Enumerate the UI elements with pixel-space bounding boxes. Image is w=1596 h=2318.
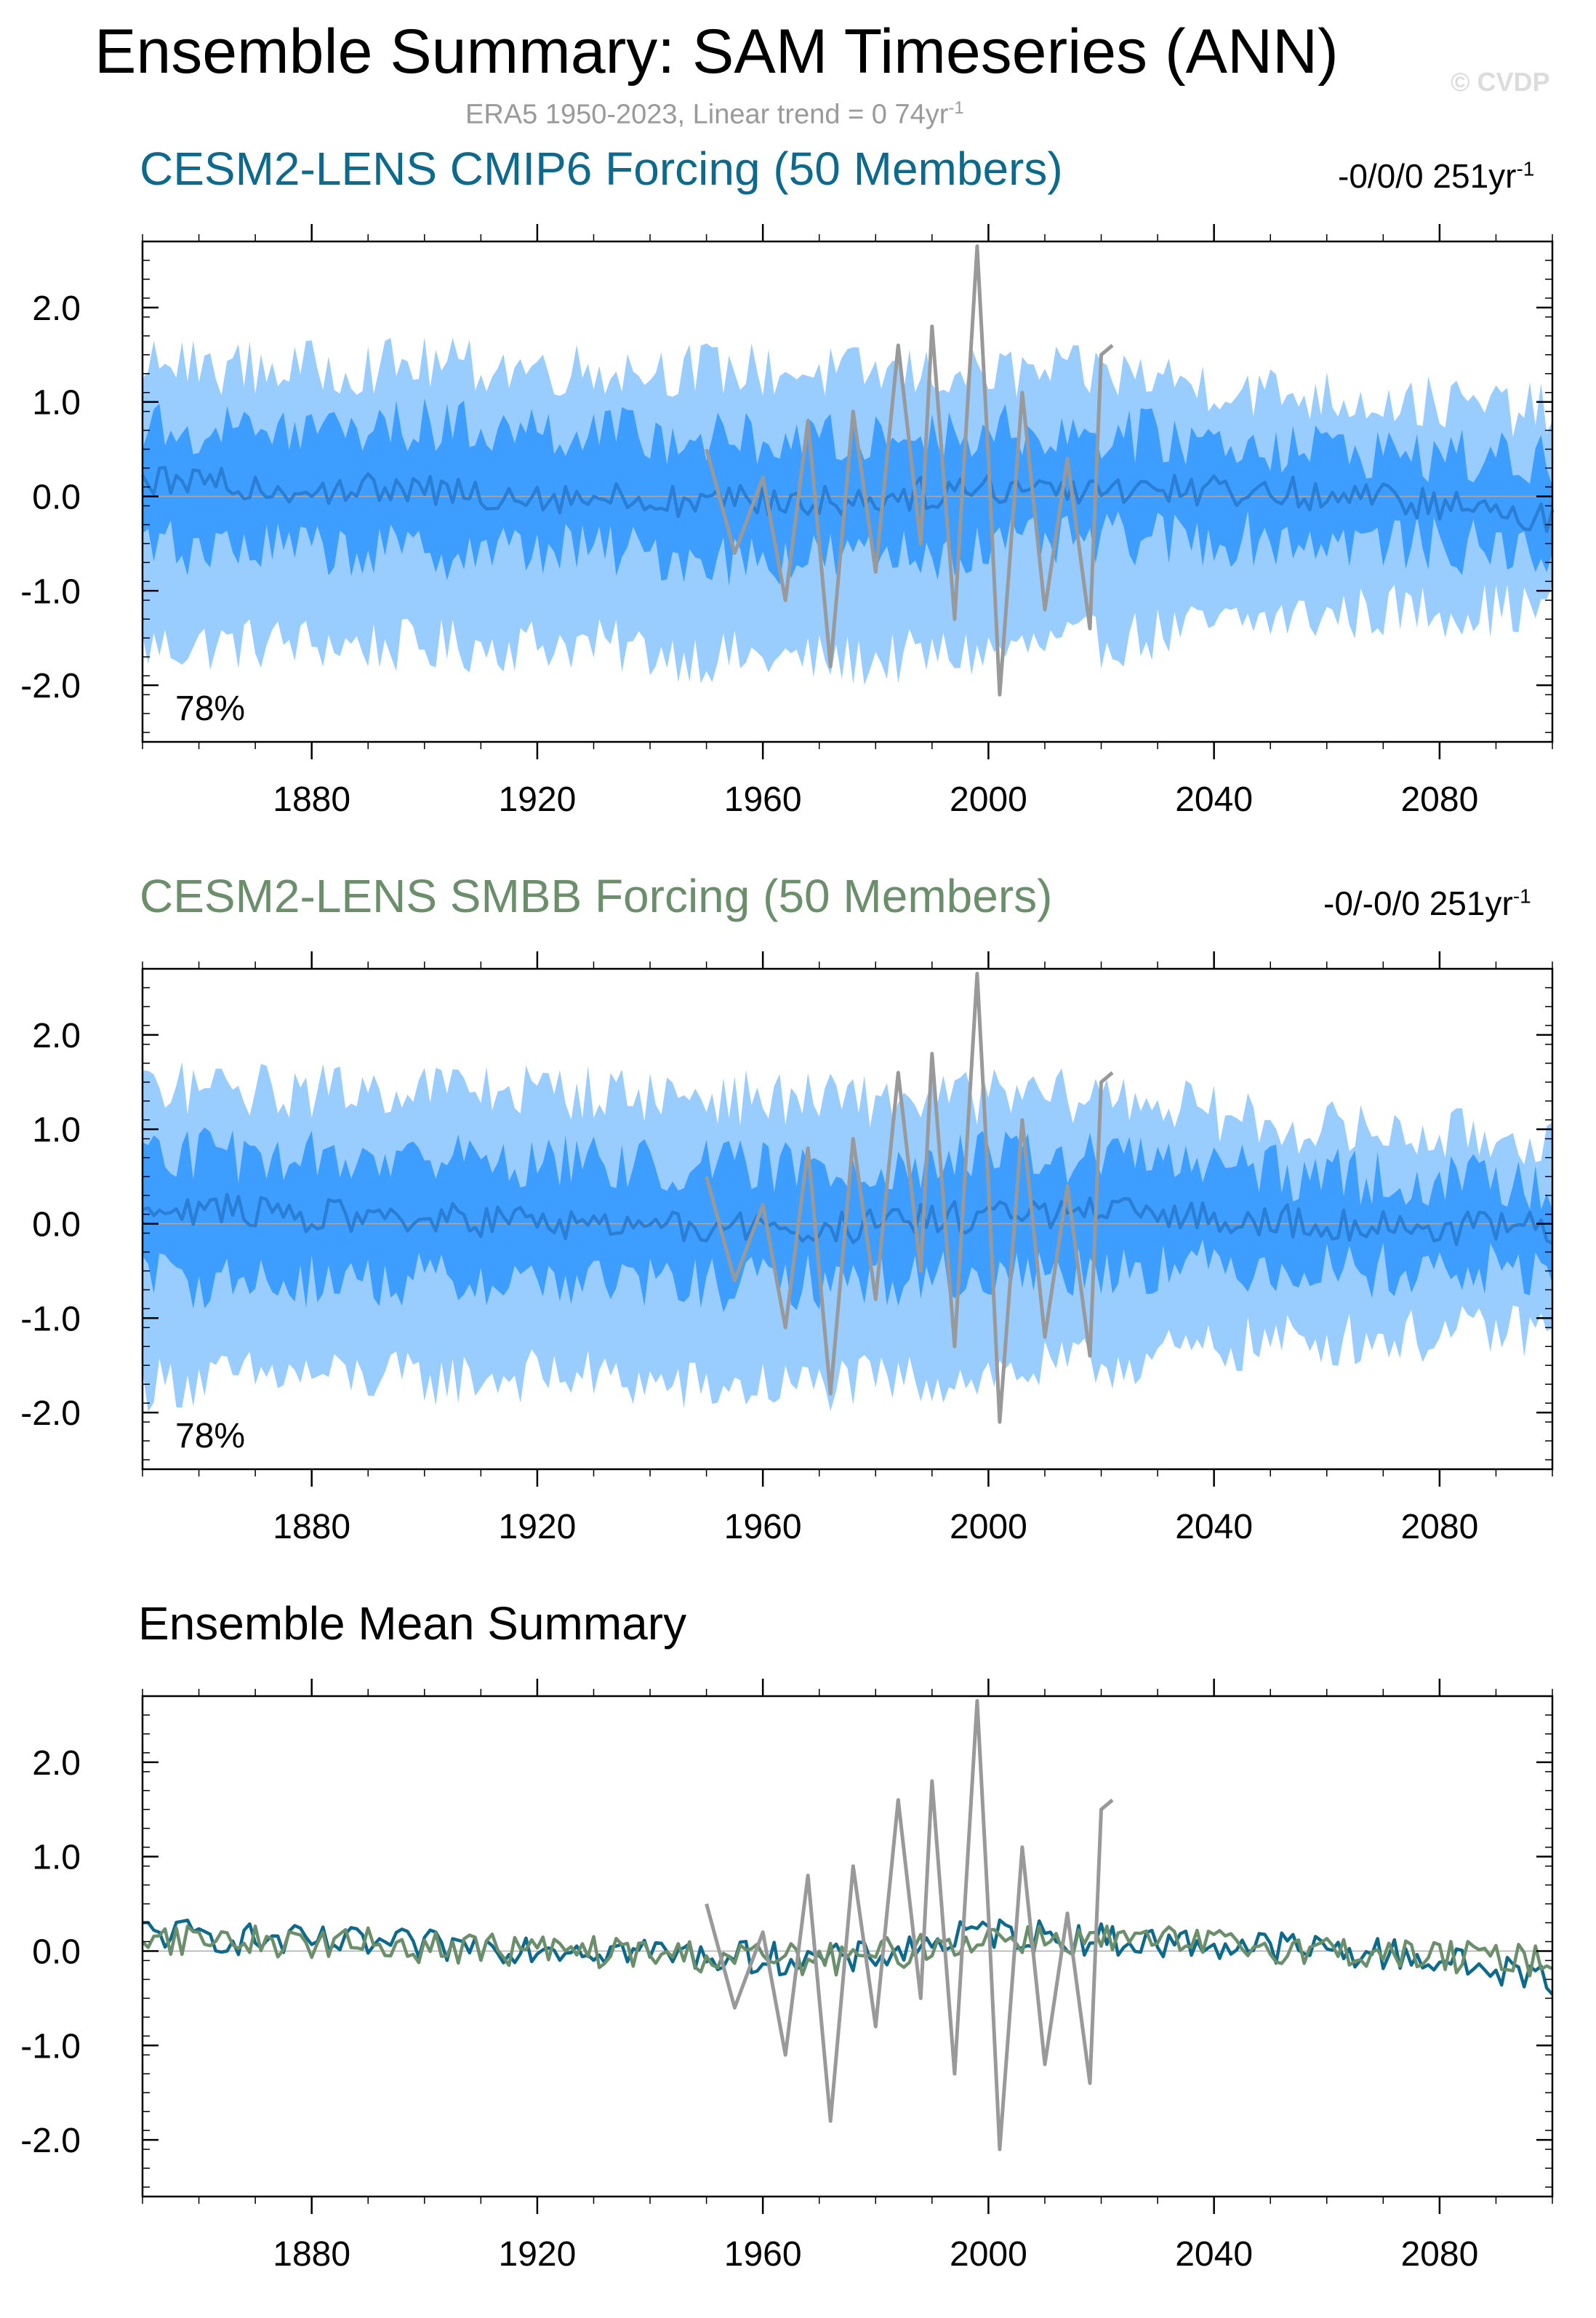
panel-summary-title: Ensemble Mean Summary	[138, 1597, 687, 1650]
x-tick-label: 2000	[950, 780, 1027, 819]
panel-cmip6-trend-unit: -1	[1516, 157, 1535, 180]
plot-frame	[141, 1695, 1554, 2198]
x-tick-label: 2040	[1175, 1508, 1253, 1546]
y-tick-label: 0.0	[32, 478, 81, 516]
figure-title: Ensemble Summary: SAM Timeseries (ANN)	[95, 17, 1339, 87]
watermark: © CVDP	[1451, 67, 1550, 97]
x-tick-label: 1880	[273, 1508, 350, 1546]
obs-subtitle-text: ERA5 1950-2023, Linear trend = 0 74yr	[465, 99, 949, 130]
series-era5-line	[705, 244, 1114, 697]
panel-smbb-trend-unit: -1	[1512, 884, 1531, 908]
x-tick-label: 2080	[1400, 2235, 1478, 2274]
x-tick-label: 1880	[273, 780, 350, 819]
panel-smbb-trend: -0/-0/0 251yr-1	[1323, 884, 1531, 923]
y-tick-label: -2.0	[20, 2122, 81, 2160]
x-tick-label: 1960	[724, 2235, 802, 2274]
y-tick-label: 2.0	[32, 1017, 81, 1055]
percent-label: 78%	[175, 1417, 245, 1455]
y-tick-label: 1.0	[32, 1839, 81, 1877]
plot-frame	[141, 967, 1554, 1471]
x-tick-label: 2040	[1175, 2235, 1253, 2274]
chart-ensemble-mean-summary: -2.0 -1.0 0.0 1.0 2.0 1880 1920 1960 2000 2040 208…	[20, 1679, 1554, 2274]
x-tick-label: 1880	[273, 2235, 350, 2274]
x-tick-label: 1920	[499, 2235, 577, 2274]
percent-label: 78%	[175, 690, 245, 728]
series-ensemble-mean-line	[141, 465, 1555, 534]
y-tick-label: -2.0	[20, 667, 81, 706]
y-tick-label: -1.0	[20, 1300, 81, 1338]
x-tick-label: 2000	[950, 2235, 1027, 2274]
x-tick-label: 1960	[724, 1508, 802, 1546]
series-smbb-mean-line	[141, 1925, 1554, 1978]
x-tick-label: 2000	[950, 1508, 1027, 1546]
plot-frame	[141, 240, 1554, 743]
x-tick-label: 2080	[1400, 1508, 1478, 1546]
x-tick-label: 2080	[1400, 780, 1478, 819]
y-tick-label: -2.0	[20, 1394, 81, 1433]
y-tick-label: -1.0	[20, 572, 81, 611]
y-tick-label: 1.0	[32, 384, 81, 423]
x-tick-label: 1920	[499, 1508, 577, 1546]
panel-cmip6-title: CESM2-LENS CMIP6 Forcing (50 Members)	[140, 143, 1063, 195]
y-tick-label: 2.0	[32, 289, 81, 328]
y-tick-label: 0.0	[32, 1205, 81, 1244]
panel-cmip6-trend: -0/0/0 251yr-1	[1338, 156, 1534, 196]
chart-smbb: -2.0 -1.0 0.0 1.0 2.0 1880 1920 1960 2000 2040 208…	[20, 951, 1554, 1546]
panel-cmip6-trend-text: -0/0/0 251yr	[1338, 157, 1517, 195]
x-tick-label: 2040	[1175, 780, 1253, 819]
panel-smbb-trend-text: -0/-0/0 251yr	[1323, 884, 1513, 922]
series-era5-line	[705, 1699, 1114, 2151]
obs-subtitle: ERA5 1950-2023, Linear trend = 0 74yr-1	[465, 98, 964, 131]
y-tick-label: 2.0	[32, 1744, 81, 1783]
series-era5-line	[705, 972, 1114, 1424]
y-tick-label: -1.0	[20, 2027, 81, 2066]
series-ensemble-mean-line	[142, 1192, 1553, 1247]
y-tick-label: 0.0	[32, 1933, 81, 1971]
panel-smbb-title: CESM2-LENS SMBB Forcing (50 Members)	[140, 870, 1053, 922]
obs-subtitle-unit: -1	[948, 98, 964, 118]
y-tick-label: 1.0	[32, 1111, 81, 1150]
x-tick-label: 1960	[724, 780, 802, 819]
chart-cmip6: -2.0 -1.0 0.0 1.0 2.0 1880 1920 1960 2000 2040 208…	[20, 224, 1555, 819]
x-tick-label: 1920	[499, 780, 577, 819]
